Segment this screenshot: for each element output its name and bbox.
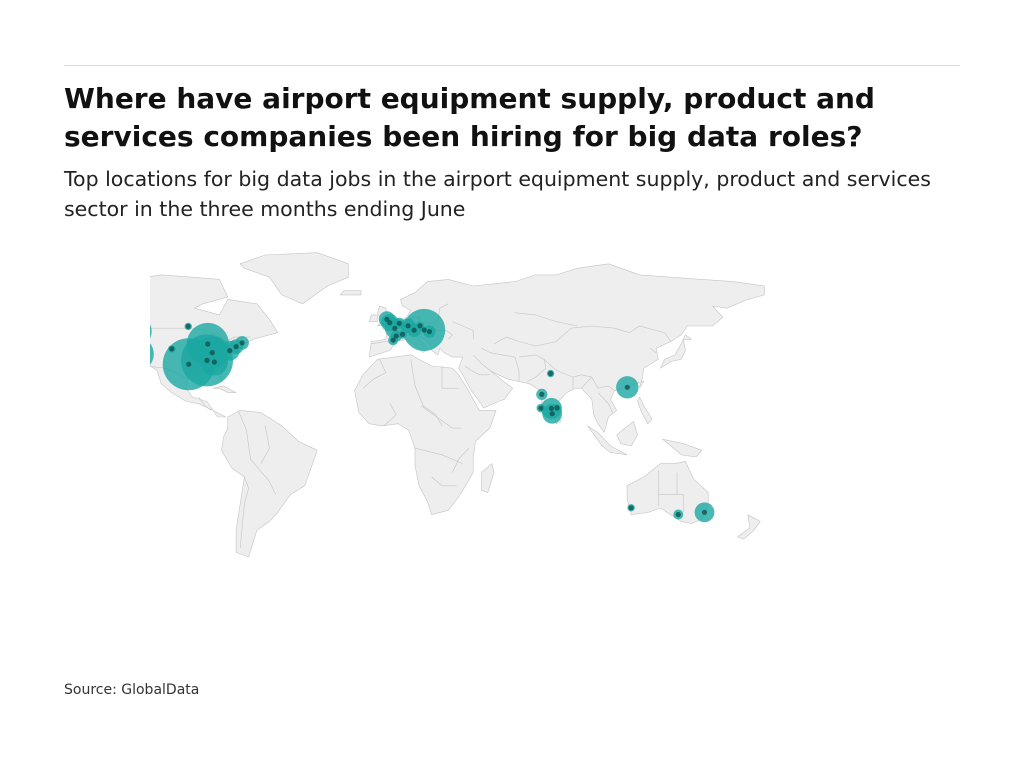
location-center-dot xyxy=(169,346,175,352)
location-center-dot xyxy=(227,348,233,354)
location-center-dot xyxy=(211,359,217,365)
location-center-dot xyxy=(549,411,555,417)
border-line xyxy=(414,447,463,464)
location-center-dot xyxy=(204,357,210,363)
border-line xyxy=(431,476,457,487)
border-line xyxy=(362,359,387,389)
madagascar-land xyxy=(481,463,495,493)
border-line xyxy=(198,396,212,411)
location-center-dot xyxy=(538,405,544,411)
land-masses xyxy=(150,252,765,558)
location-center-dot xyxy=(701,509,708,515)
border-line xyxy=(464,365,490,376)
location-center-dot xyxy=(387,320,393,326)
location-center-dot xyxy=(399,331,406,337)
location-center-dot xyxy=(417,323,423,329)
border-line xyxy=(518,354,547,382)
border-line xyxy=(472,354,490,371)
location-center-dot xyxy=(384,316,390,322)
location-bubble xyxy=(150,343,154,365)
border-line xyxy=(260,425,270,464)
new-guinea-land xyxy=(662,438,703,458)
location-center-dot xyxy=(239,340,245,346)
border-line xyxy=(383,403,397,427)
border-line xyxy=(649,347,657,353)
border-line xyxy=(597,392,613,413)
location-center-dot xyxy=(539,391,545,397)
chart-subtitle: Top locations for big data jobs in the a… xyxy=(64,167,931,221)
location-center-dot xyxy=(624,384,630,390)
location-center-dot xyxy=(392,325,398,331)
border-line xyxy=(481,347,520,382)
border-line xyxy=(421,405,461,429)
iceland-land xyxy=(339,290,362,296)
border-line xyxy=(237,410,276,495)
sumatra-java-land xyxy=(587,425,628,456)
border-line xyxy=(570,325,672,342)
location-bubble xyxy=(150,324,152,339)
border-line xyxy=(514,312,578,327)
top-divider xyxy=(64,65,960,66)
world-map xyxy=(150,252,765,558)
location-center-dot xyxy=(421,327,427,333)
location-center-dot xyxy=(186,361,192,367)
location-center-dot xyxy=(554,405,560,411)
location-center-dot xyxy=(426,329,433,335)
location-center-dot xyxy=(393,333,399,339)
taiwan-land xyxy=(639,381,645,389)
location-center-dot xyxy=(675,511,681,518)
border-line xyxy=(441,366,459,389)
borneo-land xyxy=(616,421,638,447)
location-center-dot xyxy=(628,505,634,511)
location-center-dot xyxy=(233,344,239,350)
source-note: Source: GlobalData xyxy=(64,682,200,698)
border-line xyxy=(452,321,474,340)
eurasia-land xyxy=(368,263,765,433)
new-zealand-land xyxy=(737,514,761,540)
location-center-dot xyxy=(548,370,554,377)
location-center-dot xyxy=(390,337,396,343)
greenland-land xyxy=(239,252,349,305)
ireland-land xyxy=(368,314,378,322)
border-line xyxy=(581,376,593,389)
border-line xyxy=(452,447,470,473)
border-line xyxy=(591,376,615,391)
location-center-dot xyxy=(396,320,402,326)
border-line xyxy=(239,476,249,549)
location-center-dot xyxy=(209,350,215,356)
location-center-dot xyxy=(205,341,211,347)
border-line xyxy=(410,359,443,427)
chart-title: Where have airport equipment supply, pro… xyxy=(64,82,875,153)
border-line xyxy=(493,327,572,347)
location-center-dot xyxy=(548,405,554,411)
cuba-land xyxy=(212,385,237,393)
location-bubbles xyxy=(150,308,715,523)
location-center-dot xyxy=(411,327,417,333)
border-line xyxy=(676,472,684,513)
japan-land xyxy=(660,334,692,369)
location-center-dot xyxy=(405,323,411,329)
location-center-dot xyxy=(185,323,191,329)
south-america-land xyxy=(221,410,318,558)
philippines-land xyxy=(637,396,653,424)
